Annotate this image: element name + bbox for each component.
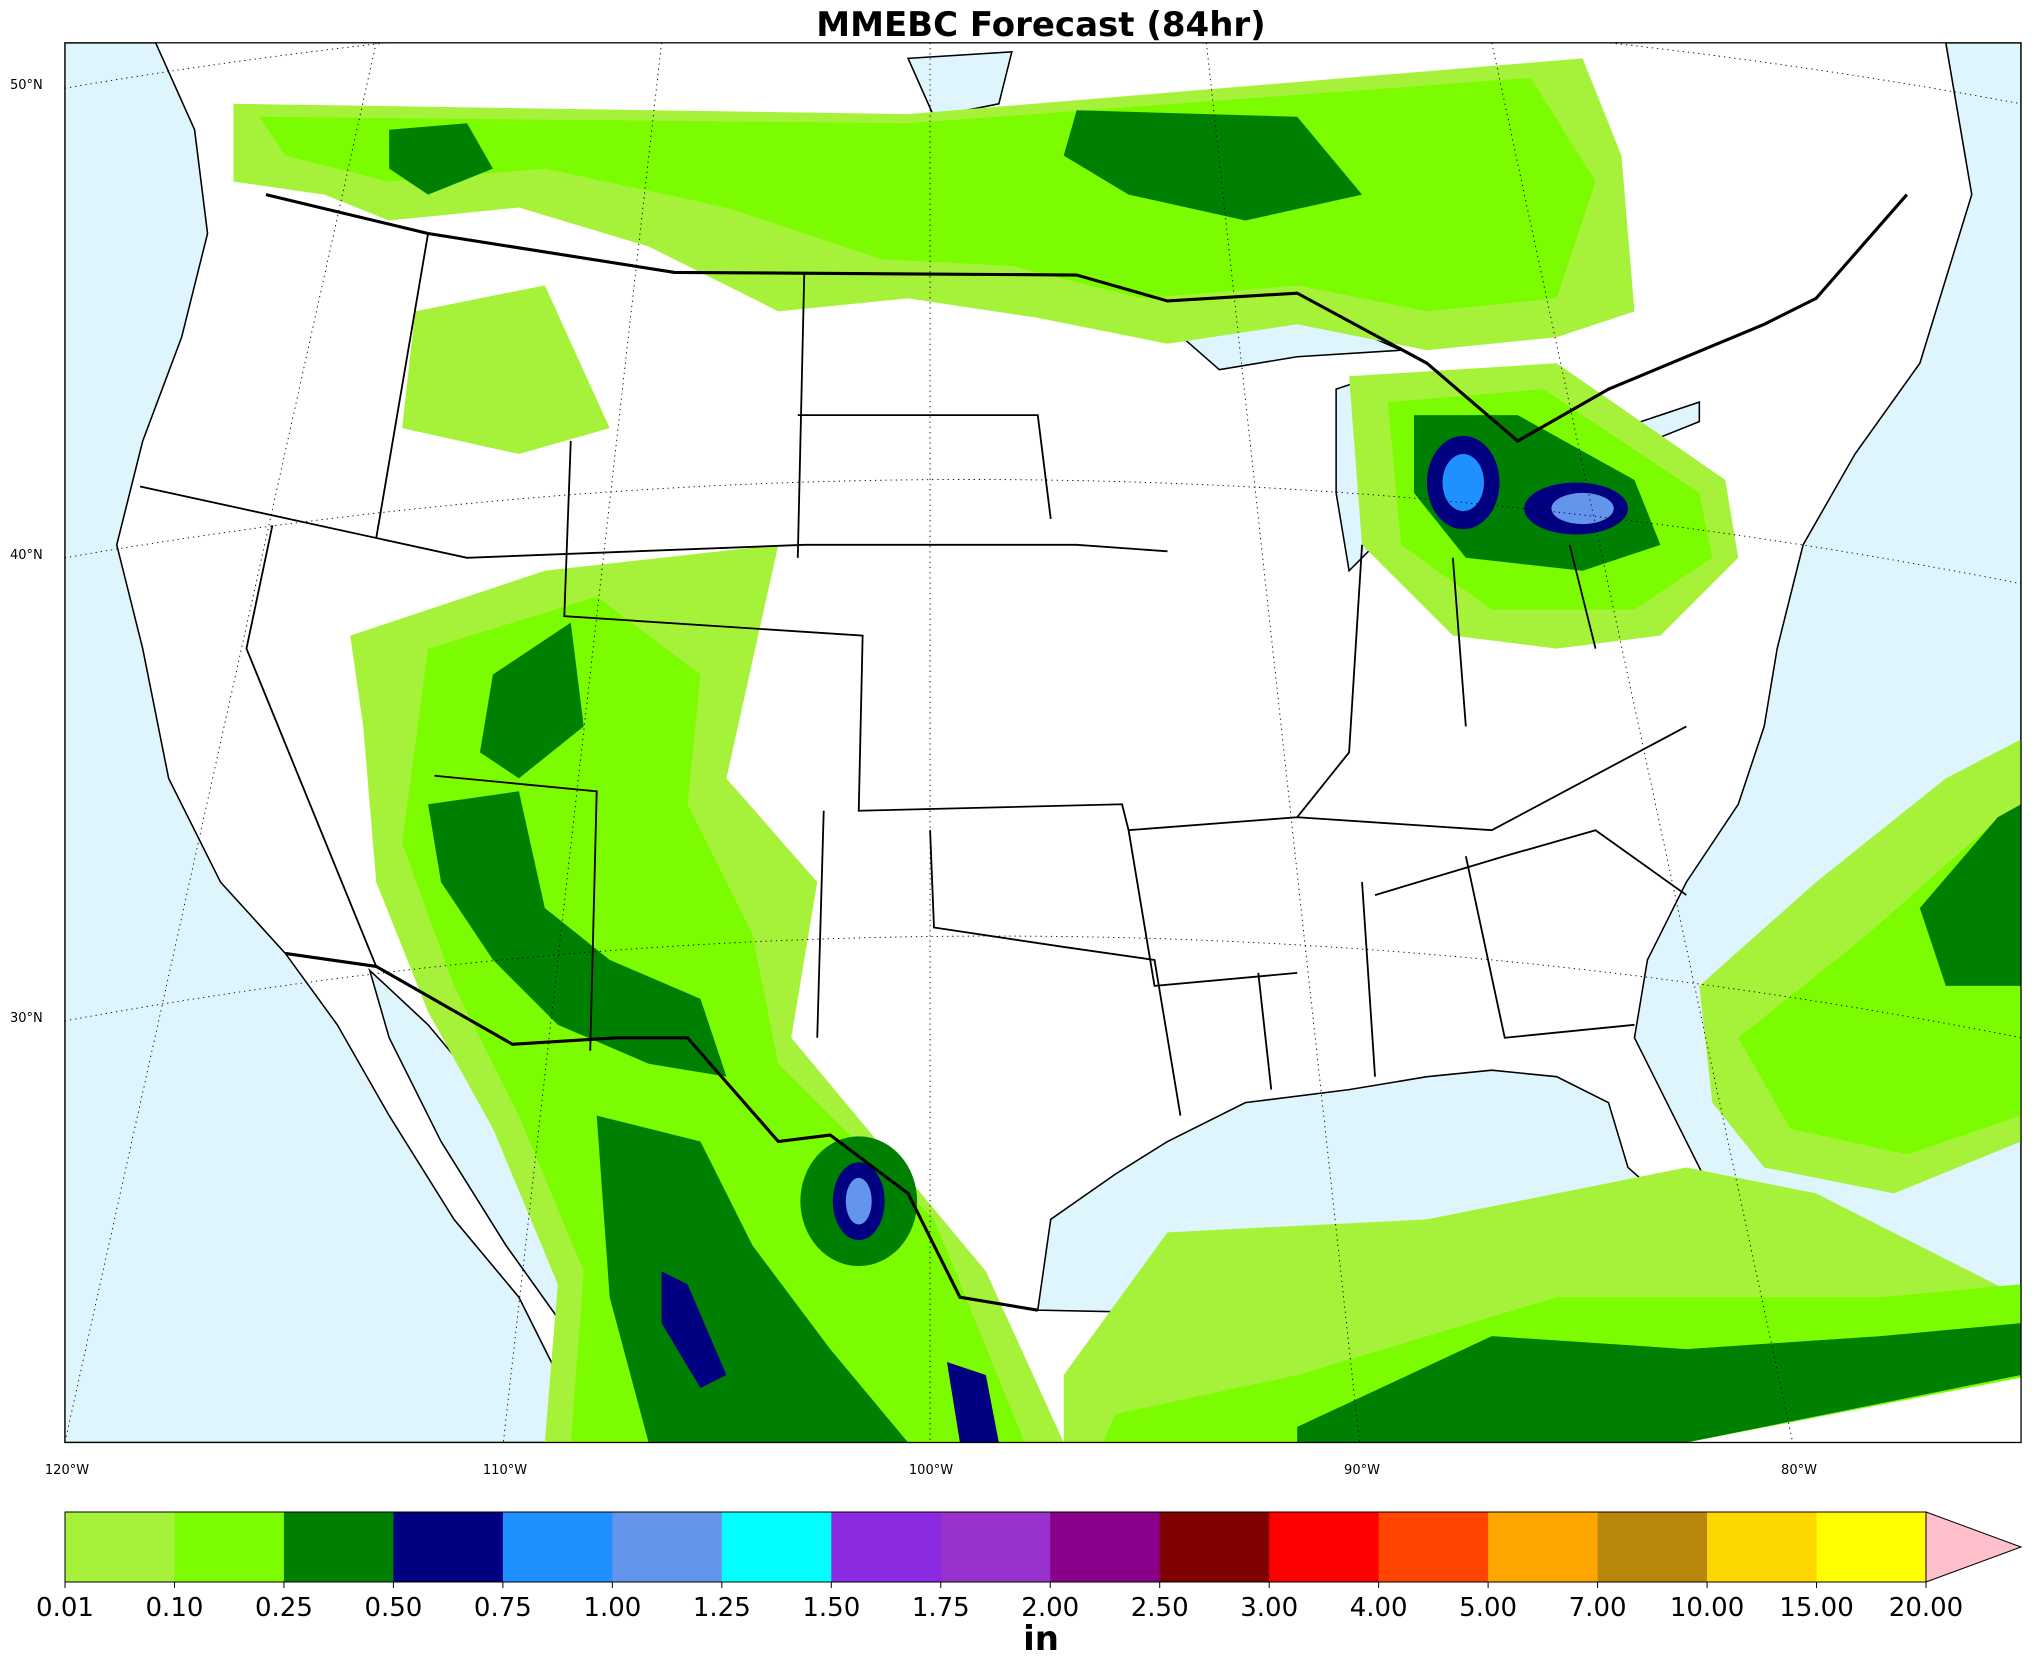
colorbar-segment xyxy=(283,1512,394,1582)
colorbar-label: 0.50 xyxy=(364,1593,422,1623)
colorbar-segment xyxy=(174,1512,285,1582)
colorbar-label: 5.00 xyxy=(1459,1593,1517,1623)
lat-label: 50°N xyxy=(10,78,43,93)
colorbar-segment xyxy=(1488,1512,1599,1582)
colorbar-label: 1.75 xyxy=(912,1593,970,1623)
colorbar-segment xyxy=(1378,1512,1489,1582)
colorbar-segment xyxy=(1597,1512,1708,1582)
colorbar-label: 20.00 xyxy=(1889,1593,1963,1623)
colorbar-label: 1.25 xyxy=(693,1593,751,1623)
lon-label: 100°W xyxy=(909,1463,953,1478)
colorbar-frame xyxy=(64,1511,1927,1583)
colorbar-label: 7.00 xyxy=(1569,1593,1627,1623)
colorbar-segment xyxy=(940,1512,1051,1582)
lat-label: 40°N xyxy=(10,548,43,563)
colorbar-segment xyxy=(65,1512,175,1582)
colorbar-segment xyxy=(393,1512,504,1582)
colorbar-label: 0.01 xyxy=(36,1593,94,1623)
lat-label: 30°N xyxy=(10,1011,43,1026)
lon-label: 80°W xyxy=(1781,1463,1817,1478)
colorbar-label: 0.10 xyxy=(146,1593,204,1623)
colorbar-segment xyxy=(1050,1512,1161,1582)
colorbar-label: 2.00 xyxy=(1021,1593,1079,1623)
colorbar-segment xyxy=(1707,1512,1818,1582)
colorbar-label: 15.00 xyxy=(1779,1593,1853,1623)
colorbar-segment xyxy=(1816,1512,1927,1582)
colorbar-unit: in xyxy=(1023,1619,1059,1659)
colorbar-label: 2.50 xyxy=(1131,1593,1189,1623)
colorbar-label: 0.25 xyxy=(255,1593,313,1623)
colorbar-segment xyxy=(502,1512,613,1582)
colorbar-label: 4.00 xyxy=(1350,1593,1408,1623)
colorbar-segment xyxy=(1269,1512,1380,1582)
colorbar-label: 3.00 xyxy=(1240,1593,1298,1623)
graticule xyxy=(64,42,2022,1443)
colorbar-label: 10.00 xyxy=(1670,1593,1744,1623)
lon-label: 90°W xyxy=(1344,1463,1380,1478)
colorbar-label: 1.00 xyxy=(583,1593,641,1623)
colorbar: 0.01 0.10 0.25 0.50 0.75 1.00 1.25 1.50 1.75 2.00… xyxy=(36,1511,2023,1623)
colorbar-segment xyxy=(612,1512,723,1582)
colorbar-label: 1.50 xyxy=(802,1593,860,1623)
colorbar-segment xyxy=(831,1512,942,1582)
colorbar-extend xyxy=(1925,1511,2023,1583)
colorbar-segment xyxy=(721,1512,832,1582)
lon-label: 120°W xyxy=(45,1463,89,1478)
map xyxy=(64,42,2022,1444)
colorbar-label: 0.75 xyxy=(474,1593,532,1623)
borders xyxy=(139,193,1909,1312)
colorbar-segment xyxy=(1159,1512,1270,1582)
precip xyxy=(233,58,2022,1443)
map-frame xyxy=(64,42,2022,1444)
lon-label: 110°W xyxy=(483,1463,527,1478)
title: MMEBC Forecast (84hr) xyxy=(816,5,1265,45)
